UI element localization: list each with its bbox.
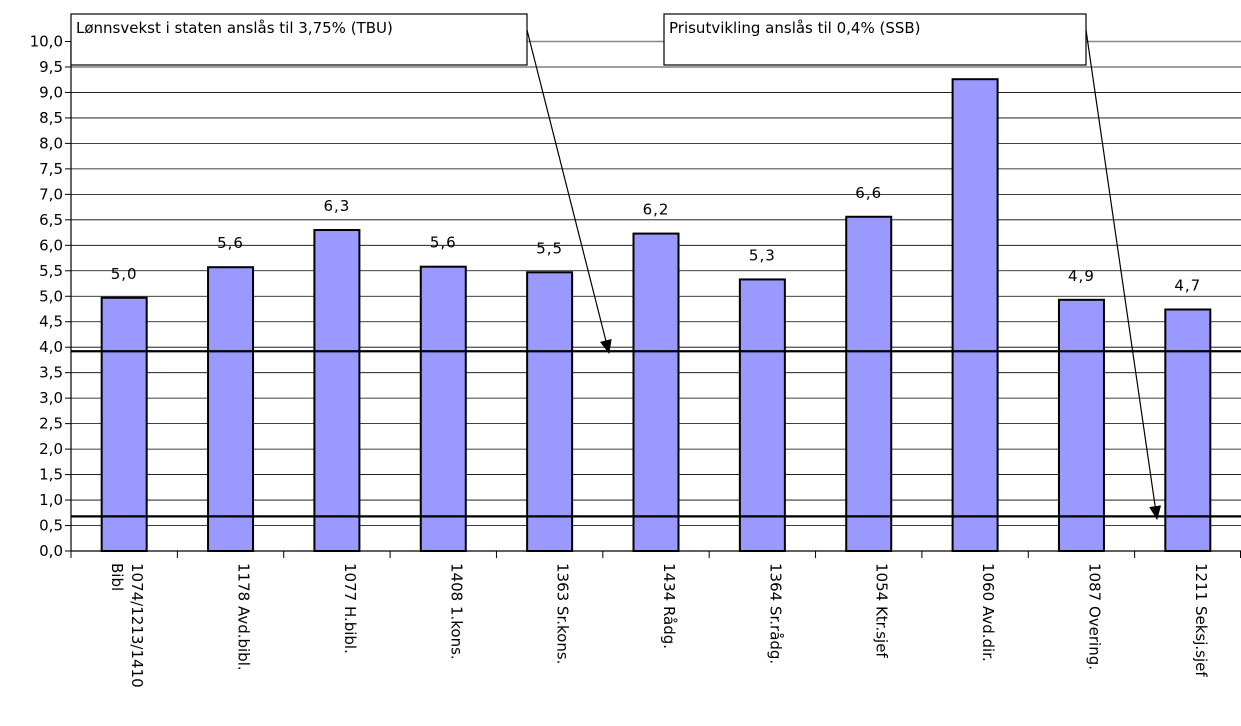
y-tick-label: 1,5 — [39, 466, 63, 484]
bars — [71, 78, 1241, 553]
y-tick-label: 8,0 — [39, 134, 63, 152]
category-label: 1363 Sr.kons. — [554, 563, 572, 664]
bar — [100, 296, 148, 552]
y-tick-label: 4,0 — [39, 338, 63, 356]
category-label-line: Bibl — [108, 563, 126, 591]
category-label: 1434 Rådg. — [660, 563, 678, 649]
y-tick-label: 0,0 — [39, 542, 63, 560]
bar — [738, 278, 786, 552]
category-label: 1364 Sr.rådg. — [766, 563, 784, 664]
category-label-line: 1211 Seksj.sjef — [1192, 563, 1210, 677]
y-tick-labels: 0,0 0,5 1,0 1,5 2,0 2,5 3,0 3,5 4,0 4,5 5,0 5,5 6,0 6… — [30, 33, 63, 561]
category-label-line: 1434 Rådg. — [660, 563, 678, 649]
y-tick-label: 4,5 — [39, 313, 63, 331]
bar — [845, 215, 893, 552]
data-label: 5,3 — [749, 246, 776, 264]
bar — [951, 78, 999, 552]
annotation-price-growth: Prisutvikling anslås til 0,4% (SSB) — [663, 13, 1162, 520]
bar — [207, 266, 255, 552]
data-label: 5,6 — [217, 234, 244, 252]
data-label: 5,6 — [430, 234, 457, 252]
data-label: 6,2 — [643, 201, 670, 219]
category-label: 1077 H.bibl. — [341, 563, 359, 654]
y-tick-label: 2,5 — [39, 415, 63, 433]
annotation-price-growth-arrow — [1085, 29, 1162, 520]
category-label-line: 1178 Avd.bibl. — [235, 563, 253, 671]
bar — [313, 229, 361, 552]
data-label: 4,7 — [1174, 276, 1201, 294]
annotation-wage-growth: Lønnsvekst i staten anslås til 3,75% (TB… — [70, 13, 612, 354]
annotation-price-growth-text: Prisutvikling anslås til 0,4% (SSB) — [669, 19, 921, 37]
y-tick-label: 5,0 — [39, 287, 63, 305]
bar — [632, 232, 680, 552]
category-label-line: 1060 Avd.dir. — [979, 563, 997, 662]
category-label-line: 1077 H.bibl. — [341, 563, 359, 654]
y-tick-label: 9,5 — [39, 58, 63, 76]
category-label-line: 1087 Overing. — [1085, 563, 1103, 670]
annotation-wage-growth-arrow — [526, 29, 612, 354]
bar — [1164, 308, 1212, 553]
category-label-line: 1364 Sr.rådg. — [766, 563, 784, 664]
data-label: 6,3 — [323, 197, 350, 215]
category-label: 1211 Seksj.sjef — [1192, 563, 1210, 677]
y-tick-label: 10,0 — [30, 33, 63, 51]
y-tick-label: 6,5 — [39, 211, 63, 229]
y-tick-label: 1,0 — [39, 491, 63, 509]
y-tick-label: 3,0 — [39, 389, 63, 407]
data-label: 6,6 — [855, 184, 882, 202]
category-label: 1087 Overing. — [1085, 563, 1103, 670]
data-label: 5,5 — [536, 239, 563, 257]
data-label: 4,9 — [1068, 267, 1095, 285]
y-tick-label: 5,5 — [39, 262, 63, 280]
category-label-line: 1408 1.kons. — [447, 563, 465, 660]
bar — [526, 271, 574, 552]
category-label-line: 1054 Ktr.sjef — [873, 563, 891, 658]
category-label-line: 1074/1213/1410 — [128, 563, 146, 688]
category-label: 1054 Ktr.sjef — [873, 563, 891, 658]
y-tick-label: 8,5 — [39, 109, 63, 127]
bar — [419, 265, 467, 552]
category-label-line: 1363 Sr.kons. — [554, 563, 572, 664]
data-label: 5,0 — [111, 265, 138, 283]
y-tick-label: 7,0 — [39, 185, 63, 203]
category-label: 1408 1.kons. — [447, 563, 465, 660]
category-label: 1060 Avd.dir. — [979, 563, 997, 662]
y-tick-label: 7,5 — [39, 160, 63, 178]
bar — [1057, 298, 1105, 552]
category-label: 1178 Avd.bibl. — [235, 563, 253, 671]
y-tick-label: 6,0 — [39, 236, 63, 254]
y-tick-label: 0,5 — [39, 517, 63, 535]
y-tick-label: 2,0 — [39, 440, 63, 458]
y-tick-label: 9,0 — [39, 83, 63, 101]
annotation-wage-growth-text: Lønnsvekst i staten anslås til 3,75% (TB… — [76, 19, 393, 37]
y-tick-label: 3,5 — [39, 364, 63, 382]
